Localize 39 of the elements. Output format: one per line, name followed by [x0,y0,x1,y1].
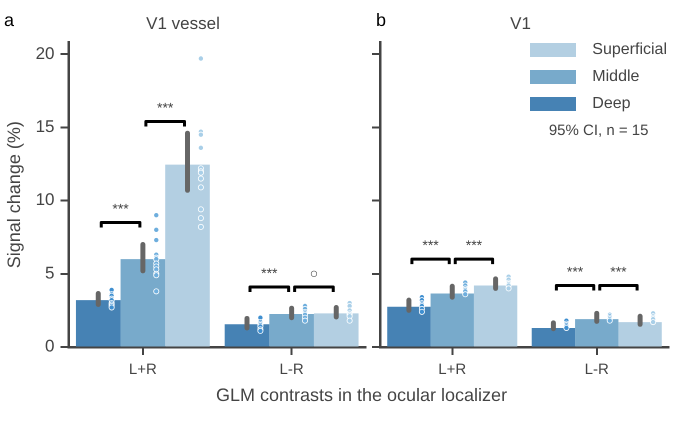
bar [314,313,359,346]
y-tick-label: 10 [36,190,55,210]
bar [269,314,314,346]
annotation: *** [261,264,278,281]
x-axis-title: GLM contrasts in the ocular localizer [214,385,508,406]
x-tick-label: L-R [280,361,304,378]
chart-title: V1 [510,14,531,33]
annotation: *** [157,99,174,116]
y-tick-label: 5 [45,263,55,282]
bar [76,300,121,346]
x-tick-label: L+R [128,361,158,378]
annotation: 95% CI, n = 15 [548,121,650,141]
legend-label: Middle [592,67,640,87]
bar [120,259,166,346]
bar [165,164,210,346]
text: a [4,10,15,30]
bar [474,285,518,346]
legend-label: Deep [592,94,631,114]
annotation: *** [566,263,584,280]
annotation: ○ [310,264,318,281]
bar [532,328,576,346]
y-tick-label: 15 [36,117,55,136]
legend-label: Superficial [592,40,667,60]
bar [430,294,474,346]
bar [618,322,662,346]
y-tick-label: 20 [36,44,55,63]
annotation: *** [610,263,628,280]
annotation: *** [466,236,483,253]
bar [224,324,270,346]
y-tick-label: 0 [45,336,55,356]
y-axis-title: Signal change (%) [4,121,24,268]
x-tick-label: L+R [438,361,466,378]
bar [387,306,431,346]
annotation: *** [422,236,440,253]
chart-title: V1 vessel [146,14,220,33]
text: b [376,10,386,30]
bar [575,319,618,346]
x-tick-label: L-R [584,361,609,378]
annotation: *** [112,200,130,216]
